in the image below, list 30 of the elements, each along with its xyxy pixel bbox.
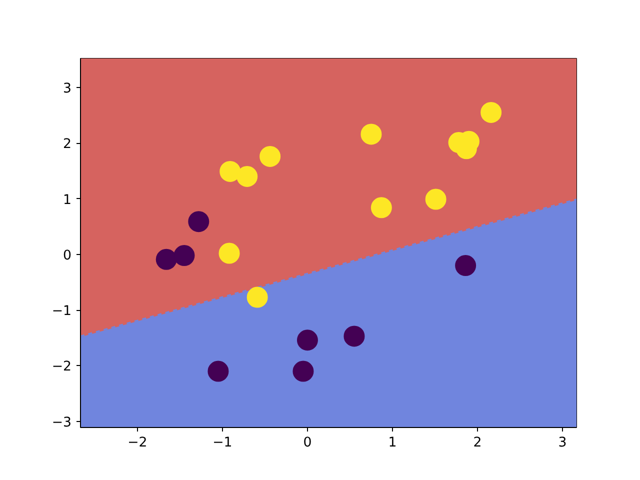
point — [208, 360, 229, 382]
x-tick-label: −2 — [128, 436, 148, 450]
y-tick-label: 1 — [63, 192, 72, 208]
y-tick-label: 2 — [63, 137, 72, 152]
point — [455, 255, 476, 276]
y-tick-label: 0 — [63, 248, 72, 264]
point — [292, 360, 314, 382]
point — [344, 326, 365, 347]
x-tick-label: 1 — [388, 436, 397, 450]
point — [370, 197, 392, 218]
y-tick-label: −3 — [52, 415, 72, 430]
point — [174, 245, 195, 266]
x-tick-label: −1 — [212, 436, 232, 450]
point — [360, 124, 382, 145]
point — [218, 242, 240, 264]
x-tick-label: 3 — [558, 436, 567, 450]
point — [260, 146, 281, 167]
point — [156, 248, 177, 270]
point — [425, 188, 446, 210]
point — [236, 166, 258, 187]
y-tick-label: −2 — [52, 360, 72, 375]
point — [480, 102, 502, 123]
x-tick-label: 0 — [303, 436, 312, 450]
point — [188, 211, 210, 232]
point — [246, 286, 268, 308]
point — [220, 161, 241, 182]
y-tick-label: −1 — [52, 304, 72, 320]
point — [296, 330, 318, 351]
y-tick-label: 3 — [63, 81, 72, 96]
x-tick-label: 2 — [473, 436, 482, 450]
